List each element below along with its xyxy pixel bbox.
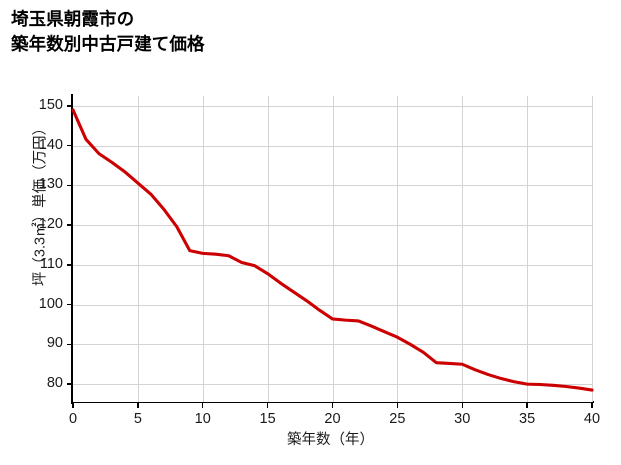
x-tick-label: 25 [389, 411, 406, 427]
y-axis-tick [67, 224, 72, 226]
x-tick-label: 10 [194, 411, 211, 427]
x-axis-tick [137, 403, 139, 408]
x-tick-label-wrap: 15 [238, 410, 298, 428]
gridline-vertical [332, 96, 334, 402]
y-tick-label: 140 [38, 136, 63, 153]
y-tick-label: 80 [46, 375, 63, 392]
gridline-vertical [397, 96, 399, 402]
x-tick-label-wrap: 25 [367, 410, 427, 428]
y-tick-label-wrap: 130 [0, 176, 63, 192]
gridline-vertical [202, 96, 204, 402]
x-tick-label: 40 [583, 411, 601, 427]
x-axis-title: 築年数（年） [287, 432, 374, 448]
gridline-vertical [137, 96, 139, 402]
plot-area [71, 96, 594, 402]
x-axis-tick [396, 403, 399, 408]
x-axis-tick [526, 403, 528, 408]
y-tick-label: 90 [46, 335, 63, 352]
y-tick-label: 130 [38, 176, 63, 193]
x-axis-tick [591, 403, 593, 408]
y-tick-label: 110 [39, 255, 63, 272]
x-tick-label: 30 [454, 411, 471, 427]
y-axis-tick [67, 343, 72, 346]
x-tick-label-wrap: 20 [303, 410, 363, 428]
y-axis-tick [67, 105, 72, 107]
x-tick-label-wrap: 0 [43, 410, 103, 428]
x-axis-tick [331, 403, 334, 408]
x-axis-tick [461, 403, 463, 408]
y-axis-tick [67, 184, 72, 187]
gridline-vertical [462, 96, 464, 402]
x-tick-label: 0 [68, 411, 78, 427]
data-series-line [71, 108, 594, 392]
y-axis-tick [67, 144, 72, 147]
y-tick-label: 100 [38, 295, 63, 312]
x-tick-label-wrap: 35 [497, 410, 557, 428]
y-tick-label-wrap: 140 [0, 137, 63, 153]
x-tick-label: 5 [133, 411, 142, 427]
x-tick-label: 35 [519, 411, 536, 427]
gridline-vertical [267, 96, 269, 402]
y-tick-label: 120 [38, 216, 63, 233]
y-tick-label: 150 [38, 96, 63, 113]
chart-title-line-2: 築年数別中古戸建て価格 [11, 33, 205, 54]
y-tick-label-wrap: 110 [0, 256, 63, 272]
x-axis-spine [71, 401, 594, 404]
x-tick-label: 20 [324, 411, 341, 427]
x-tick-label: 15 [259, 411, 276, 427]
chart-title: 埼玉県朝霞市の 築年数別中古戸建て価格 [11, 7, 205, 57]
y-axis-spine [71, 94, 74, 404]
x-tick-label-wrap: 30 [432, 410, 492, 428]
x-axis-tick [202, 403, 204, 408]
x-tick-label-wrap: 40 [562, 410, 621, 428]
x-axis-tick [266, 403, 269, 408]
y-tick-label-wrap: 90 [0, 335, 63, 351]
y-axis-tick [67, 303, 72, 306]
y-axis-tick [67, 264, 72, 266]
x-tick-label-wrap: 10 [173, 410, 233, 428]
chart-title-line-1: 埼玉県朝霞市の [11, 9, 135, 29]
y-tick-label-wrap: 150 [0, 97, 63, 113]
gridline-vertical [592, 96, 593, 402]
x-tick-label-wrap: 5 [108, 410, 168, 428]
y-tick-label-wrap: 120 [0, 216, 63, 232]
x-axis-tick [72, 403, 74, 408]
y-axis-tick [67, 383, 72, 385]
y-tick-label-wrap: 80 [0, 375, 63, 391]
gridline-vertical [527, 96, 529, 402]
y-tick-label-wrap: 100 [0, 296, 63, 312]
